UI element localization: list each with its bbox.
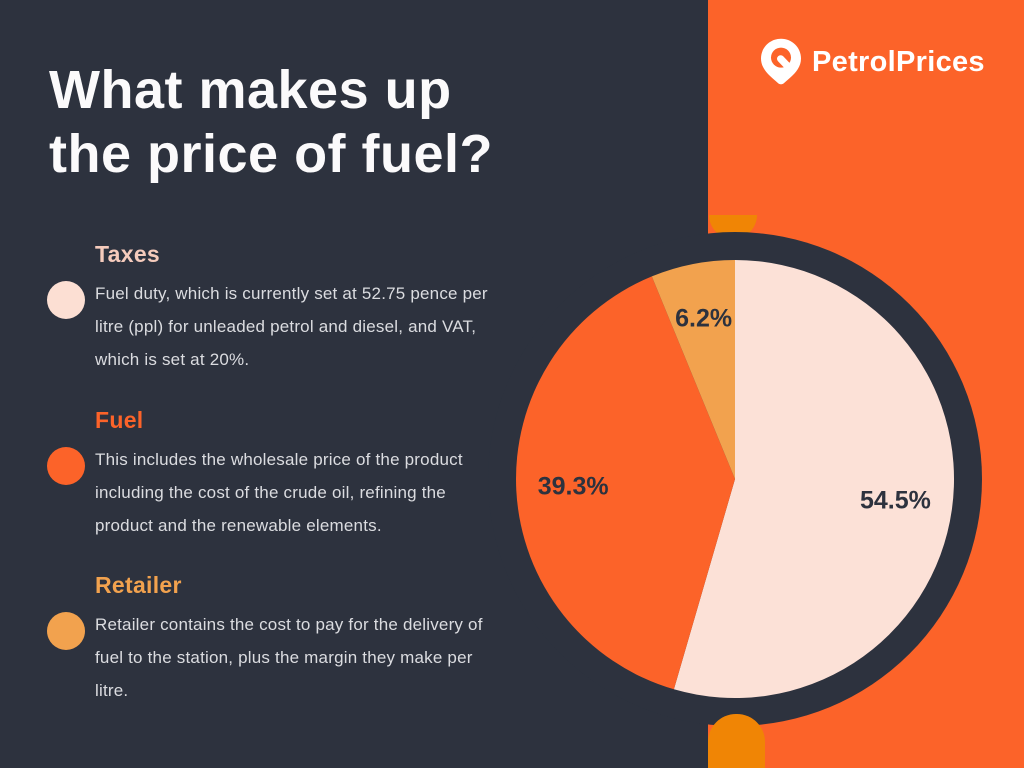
- legend-section-fuel: Fuel This includes the wholesale price o…: [47, 406, 497, 542]
- retailer-description: Retailer contains the cost to pay for th…: [95, 615, 483, 700]
- pie-label-retailer: 6.2%: [675, 305, 732, 333]
- pie-chart: 54.5% 39.3% 6.2%: [516, 260, 955, 698]
- decor-rounded-tab-bottom: [708, 714, 765, 768]
- fuel-bullet-dot: [47, 447, 85, 485]
- pie-slice-fuel: [516, 276, 735, 690]
- taxes-heading: Taxes: [95, 241, 161, 267]
- page-title: What makes up the price of fuel?: [49, 58, 493, 186]
- brand-name: PetrolPrices: [812, 45, 985, 78]
- legend-section-taxes: Taxes Fuel duty, which is currently set …: [47, 240, 497, 376]
- pie-slice-taxes: [673, 260, 955, 698]
- brand-logo: PetrolPrices: [760, 38, 985, 86]
- pie-slice-retailer: [651, 260, 735, 479]
- taxes-bullet-dot: [47, 281, 85, 319]
- fuel-heading: Fuel: [95, 407, 144, 433]
- pie-label-taxes: 54.5%: [860, 486, 931, 514]
- retailer-bullet-dot: [47, 612, 85, 650]
- retailer-heading: Retailer: [95, 572, 182, 598]
- pie-label-fuel: 39.3%: [538, 472, 609, 500]
- fuel-description: This includes the wholesale price of the…: [95, 450, 463, 535]
- page-title-line1: What makes up: [49, 60, 452, 120]
- location-pin-icon: [761, 38, 801, 85]
- page-title-line2: the price of fuel?: [49, 124, 494, 184]
- legend-section-retailer: Retailer Retailer contains the cost to p…: [47, 571, 497, 707]
- taxes-description: Fuel duty, which is currently set at 52.…: [95, 284, 488, 369]
